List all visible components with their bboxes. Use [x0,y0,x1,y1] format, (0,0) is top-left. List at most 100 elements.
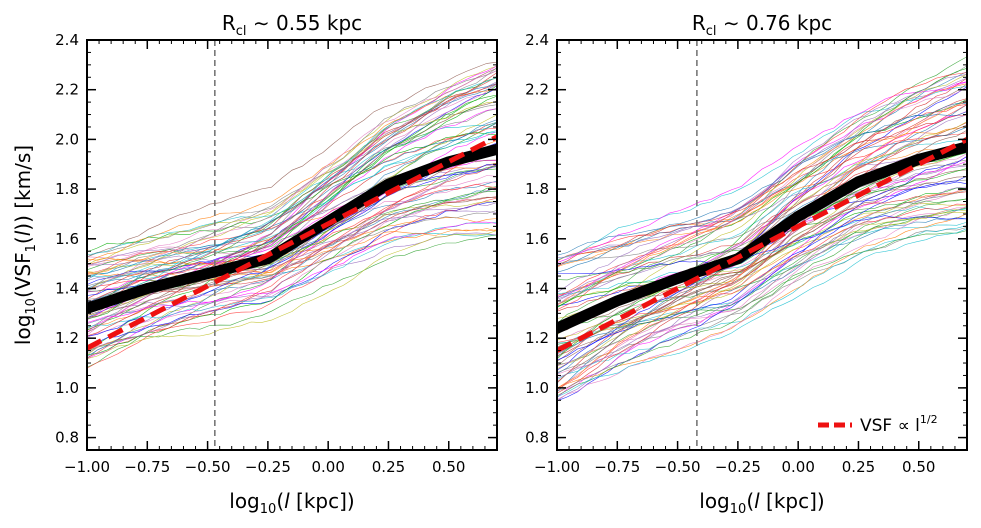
individual-curve [557,148,967,262]
individual-curve [557,65,967,359]
right-panel: −1.00 −0.75 −0.50 −0.25 0.00 0.25 0.50 0.8 1.0 1.… [525,11,968,517]
individual-curve [557,114,967,267]
x-tick-label: 0.00 [781,458,814,476]
legend-label: VSF ∝ l1/2 [860,413,938,436]
individual-curve [557,227,967,373]
y-tick-label: 1.0 [525,379,549,397]
individual-curve [87,101,497,265]
individual-curve [557,111,967,256]
individual-curve [87,230,497,359]
individual-curve [87,166,497,355]
y-tick-label: 2.2 [55,81,79,99]
y-tick-label: 1.0 [55,379,79,397]
individual-curve [87,84,497,349]
individual-curve [557,68,967,360]
individual-curve [87,202,497,282]
individual-curve [87,72,497,337]
y-tick-label: 1.2 [55,329,79,347]
individual-curve [557,208,967,333]
individual-curve [557,83,967,306]
y-tick-label: 0.8 [525,429,549,447]
y-tick-label: 0.8 [55,429,79,447]
individual-curve [87,168,497,271]
y-tick-label: 1.6 [525,230,549,248]
individual-curve [557,85,967,261]
individual-curve [87,187,497,338]
individual-curve [87,104,497,258]
y-tick-label: 2.4 [525,31,549,49]
individual-curve [557,228,967,398]
individual-curve [557,179,967,265]
individual-curve [87,232,497,281]
individual-curve [87,83,497,303]
individual-curve [557,221,967,344]
individual-curve [87,152,497,369]
x-tick-label: −0.75 [594,458,640,476]
reference-half-power-line [87,134,497,351]
individual-curve [87,201,497,348]
individual-curve [87,153,497,287]
individual-curve [87,187,497,324]
individual-curve [87,201,497,273]
individual-curve [557,189,967,392]
individual-curve [557,203,967,305]
individual-curve [87,197,497,352]
individual-curve [87,190,497,292]
individual-curve [87,228,497,281]
individual-curve [557,186,967,379]
y-tick-label: 1.6 [55,230,79,248]
individual-curve [87,67,497,333]
left-panel-ticks: −1.00 −0.75 −0.50 −0.25 0.00 0.25 0.50 0.8 1.0 1.… [55,31,498,476]
individual-curve [557,159,967,357]
right-panel-xlabel: log10(l [kpc]) [699,489,824,517]
individual-curve [557,100,967,389]
left-panel-xlabel: log10(l [kpc]) [229,489,354,517]
individual-curve [557,215,967,274]
left-panel: −1.00 −0.75 −0.50 −0.25 0.00 0.25 0.50 0.8 1.0 1.… [11,11,498,517]
individual-curve [87,221,497,328]
left-panel-ylabel: log10(VSF1(l)) [km/s] [11,145,39,345]
individual-curve [87,61,497,258]
legend: VSF ∝ l1/2 [818,413,938,436]
individual-curve [557,73,967,293]
individual-curve [557,164,967,304]
left-panel-title: Rcl ∼ 0.55 kpc [222,11,362,39]
left-panel-lines [87,40,497,450]
individual-curve [87,76,497,300]
y-tick-label: 2.0 [55,130,79,148]
individual-curve [87,131,497,292]
individual-curve [557,148,967,258]
individual-curve [557,86,967,306]
x-tick-label: 0.00 [311,458,344,476]
individual-curve [557,122,967,394]
individual-curve [87,132,497,253]
x-tick-label: −0.25 [715,458,761,476]
individual-curve [557,103,967,273]
y-tick-label: 2.2 [525,81,549,99]
individual-curve [557,77,967,383]
y-tick-label: 2.4 [55,31,79,49]
individual-curve [557,81,967,263]
right-panel-lines [557,40,967,450]
x-tick-label: 0.50 [432,458,465,476]
individual-curve [87,228,497,273]
y-tick-label: 2.0 [525,130,549,148]
y-tick-label: 1.4 [525,279,549,297]
individual-curve [557,56,967,324]
individual-curve [87,70,497,292]
individual-curve [557,187,967,375]
individual-curve [87,210,497,266]
x-tick-label: −0.75 [124,458,170,476]
x-tick-label: 0.25 [372,458,405,476]
x-tick-label: −0.25 [245,458,291,476]
right-panel-ticks: −1.00 −0.75 −0.50 −0.25 0.00 0.25 0.50 0.8 1.0 1.… [525,31,968,476]
individual-curve [557,83,967,384]
x-tick-label: −1.00 [64,458,110,476]
mean-vsf-line [557,141,967,334]
individual-curve [557,203,967,343]
individual-curve [557,191,967,312]
y-tick-label: 1.8 [55,180,79,198]
y-tick-label: 1.4 [55,279,79,297]
individual-curve [557,198,967,366]
